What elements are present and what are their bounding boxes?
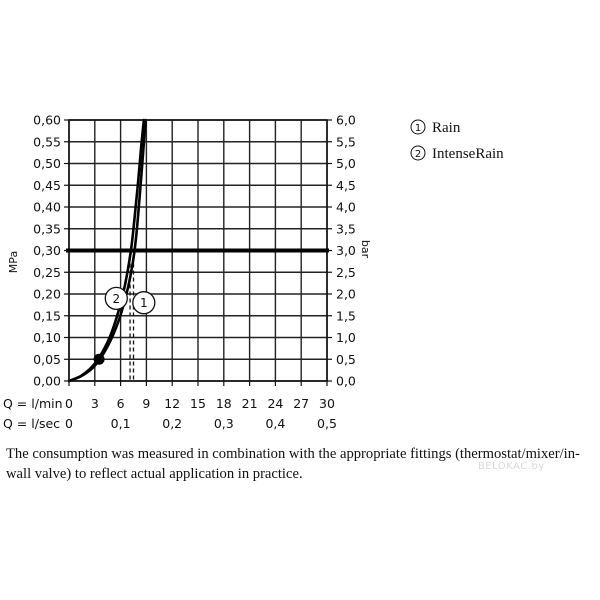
legend-label-intenserain: IntenseRain [432,146,504,162]
y-right-tick-label: 5,0 [336,156,356,171]
x-lmin-tick-label: 3 [91,396,99,411]
tick-labels: 0,000,050,100,150,200,250,300,350,400,45… [33,113,356,432]
x-axis-lsec-label: Q = l/sec [3,416,60,431]
legend-item-intenserain: 2 IntenseRain [410,145,504,162]
x-axis-lmin-label: Q = l/min [3,396,63,411]
series-curve-intenserain [67,118,146,383]
y-right-tick-label: 0,5 [336,352,356,367]
y-left-tick-label: 0,60 [33,113,61,128]
y-left-tick-label: 0,30 [33,243,61,258]
y-right-tick-label: 2,5 [336,265,356,280]
legend-item-rain: 1 Rain [410,119,461,136]
x-lsec-tick-label: 0 [65,416,73,431]
legend-marker-intenserain-number: 2 [415,149,421,160]
watermark: BELOKAC.by [478,461,545,472]
y-right-tick-label: 0,0 [336,374,356,389]
consumption-note: The consumption was measured in combinat… [6,446,580,482]
x-lmin-tick-label: 18 [216,396,232,411]
x-lmin-tick-label: 27 [293,396,309,411]
x-lsec-tick-label: 0,3 [214,416,234,431]
chart-curves: 12 [67,118,156,383]
x-lmin-tick-label: 6 [117,396,125,411]
y-axis-left-label: MPa [7,251,20,273]
y-left-tick-label: 0,50 [33,156,61,171]
y-right-tick-label: 3,5 [336,221,356,236]
x-lmin-tick-label: 30 [319,396,335,411]
x-lmin-tick-label: 12 [164,396,180,411]
y-right-tick-label: 4,0 [336,200,356,215]
x-lmin-tick-label: 21 [242,396,258,411]
y-right-tick-label: 1,0 [336,330,356,345]
y-left-tick-label: 0,15 [33,308,61,323]
y-left-tick-label: 0,55 [33,134,61,149]
min-pressure-point [93,353,105,365]
series-marker-number-rain: 1 [140,296,148,310]
y-right-tick-label: 5,5 [336,134,356,149]
y-left-tick-label: 0,20 [33,287,61,302]
y-left-tick-label: 0,35 [33,221,61,236]
x-lsec-tick-label: 0,2 [162,416,182,431]
series-marker-rain [132,291,156,315]
legend-marker-rain [410,119,426,135]
x-lmin-tick-label: 0 [65,396,73,411]
y-axis-right-label: bar [359,240,372,259]
legend-label-rain: Rain [432,120,461,136]
legend-marker-rain-number: 1 [415,123,421,134]
legend-marker-intenserain [410,145,426,161]
x-lmin-tick-label: 15 [190,396,206,411]
x-lsec-tick-label: 0,1 [111,416,131,431]
y-left-tick-label: 0,00 [33,374,61,389]
x-lsec-tick-label: 0,4 [265,416,285,431]
y-left-tick-label: 0,40 [33,200,61,215]
y-right-tick-label: 1,5 [336,308,356,323]
y-right-tick-label: 6,0 [336,113,356,128]
y-right-tick-label: 2,0 [336,287,356,302]
y-right-tick-label: 3,0 [336,243,356,258]
y-left-tick-label: 0,45 [33,178,61,193]
x-lmin-tick-label: 9 [142,396,150,411]
x-lmin-tick-label: 24 [267,396,283,411]
y-right-tick-label: 4,5 [336,178,356,193]
x-lsec-tick-label: 0,5 [317,416,337,431]
y-left-tick-label: 0,25 [33,265,61,280]
y-left-tick-label: 0,10 [33,330,61,345]
chart-legend: 1 Rain 2 IntenseRain [410,119,504,162]
series-marker-number-intenserain: 2 [112,292,120,306]
series-marker-intenserain [104,286,128,311]
pressure-flow-chart: 12 0,000,050,100,150,200,250,300,350,400… [3,113,504,432]
y-left-tick-label: 0,05 [33,352,61,367]
